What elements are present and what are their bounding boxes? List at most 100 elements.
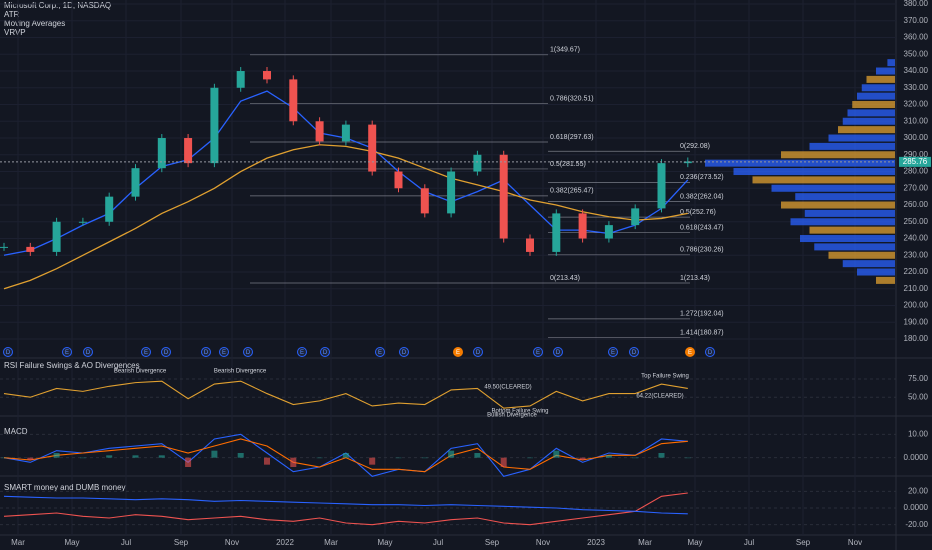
y-tick-label: 0.0000 (904, 503, 929, 512)
fib-label: 0.618(243.47) (680, 225, 724, 232)
rsi-annotation: Bullish Divergence (487, 413, 537, 419)
fib-label: 0.382(265.47) (550, 188, 594, 195)
fib-label: 1.414(180.87) (680, 329, 724, 336)
y-tick-label: 330.00 (904, 83, 929, 92)
macd-histogram (132, 455, 139, 458)
rsi-annotation: Bearish Divergence (214, 369, 267, 375)
x-tick-label: Jul (433, 538, 443, 547)
candle (289, 79, 298, 122)
event-label: E (378, 350, 382, 356)
y-tick-label: 10.00 (908, 429, 929, 438)
macd-histogram (1, 457, 7, 459)
fib-label: 1(349.67) (550, 47, 580, 54)
event-label: E (65, 350, 69, 356)
y-tick-label: 220.00 (904, 267, 929, 276)
event-marker (320, 347, 330, 357)
candle (210, 87, 219, 164)
event-label: D (476, 350, 481, 356)
indicator: Moving Averages (4, 19, 65, 28)
volume-profile-bar (781, 201, 895, 209)
volume-profile-bar (790, 218, 895, 226)
y-tick-label: 190.00 (904, 317, 929, 326)
candle (184, 138, 193, 164)
x-tick-label: Mar (638, 538, 652, 547)
y-tick-label: 350.00 (904, 49, 929, 58)
y-tick-label: 310.00 (904, 116, 929, 125)
candle (604, 225, 613, 239)
macd-histogram (658, 453, 665, 458)
event-marker (3, 347, 13, 357)
candle (131, 168, 140, 197)
event-label: D (164, 350, 169, 356)
event-marker (141, 347, 151, 357)
event-marker (533, 347, 543, 357)
macd-histogram (185, 457, 192, 467)
macd-histogram (684, 457, 691, 459)
candle (683, 161, 692, 164)
current-price-tag (899, 156, 931, 167)
y-tick-label: 240.00 (904, 234, 929, 243)
candle (499, 154, 508, 239)
candle (315, 121, 324, 142)
volume-profile-bar (861, 84, 895, 92)
event-label: D (402, 350, 407, 356)
event-label: E (300, 350, 304, 356)
event-label: E (688, 350, 692, 356)
candle (105, 196, 114, 222)
macd-histogram (342, 453, 349, 458)
volume-profile-bar (887, 59, 895, 67)
fib-label: 0.5(281.55) (550, 161, 586, 168)
rsi-annotation: Bearish Divergence (114, 369, 167, 375)
candle (26, 246, 35, 252)
event-marker (608, 347, 618, 357)
candle (447, 171, 456, 214)
rsi-annotation: 49.50(CLEARED) (484, 385, 531, 391)
y-tick-label: 200.00 (904, 301, 929, 310)
volume-profile-bar (842, 117, 895, 125)
y-tick-label: 270.00 (904, 183, 929, 192)
event-label: E (456, 350, 460, 356)
macd-histogram (474, 453, 481, 458)
x-tick-label: Sep (796, 538, 811, 547)
volume-profile-bar (857, 268, 895, 276)
y-tick-label: 370.00 (904, 16, 929, 25)
event-marker (201, 347, 211, 357)
y-tick-label: 280.00 (904, 167, 929, 176)
volume-profile-bar (842, 260, 895, 268)
event-label: D (323, 350, 328, 356)
macd-histogram (500, 457, 507, 467)
fib-label: 0.236(273.52) (680, 174, 724, 181)
x-tick-label: Nov (536, 538, 550, 547)
fib-label: 0(292.08) (680, 143, 710, 150)
macd-histogram (79, 457, 86, 459)
volume-profile-bar (781, 151, 895, 159)
fib-label: 1.272(192.04) (680, 311, 724, 318)
volume-profile-bar (852, 101, 895, 109)
volume-profile-bar (800, 235, 895, 243)
rsi-annotation: Top Failure Swing (641, 374, 689, 380)
macd-histogram (53, 453, 60, 458)
volume-profile-bar (838, 126, 895, 134)
y-tick-label: 20.00 (908, 486, 929, 495)
candle (394, 171, 403, 189)
event-marker (629, 347, 639, 357)
macd-histogram (264, 457, 270, 465)
volume-profile-bar (705, 159, 895, 167)
y-tick-label: 0.0000 (904, 453, 929, 462)
volume-profile-bar (809, 142, 895, 150)
x-tick-label: May (377, 538, 392, 547)
fib-label: 0.618(297.63) (550, 134, 594, 141)
volume-profile-bar (847, 109, 895, 117)
indicator-line (3, 380, 688, 409)
volume-profile-bar (876, 67, 895, 75)
macd-histogram (290, 457, 297, 467)
y-tick-label: -20.00 (905, 520, 928, 529)
event-label: D (6, 350, 11, 356)
event-label: E (222, 350, 226, 356)
event-marker (473, 347, 483, 357)
event-marker (83, 347, 93, 357)
volume-profile-bar (804, 209, 895, 217)
event-label: D (556, 350, 561, 356)
